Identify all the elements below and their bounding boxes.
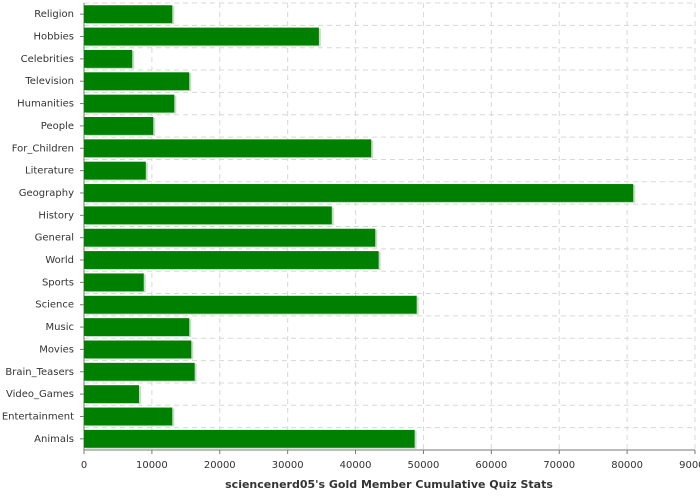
x-tick-label: 90000 — [679, 460, 700, 471]
bar — [84, 184, 634, 202]
y-tick-label: Sports — [42, 277, 74, 288]
bar — [84, 27, 319, 46]
bar — [84, 340, 192, 359]
y-tick-label: Geography — [19, 188, 74, 199]
y-tick-label: World — [45, 255, 74, 266]
bar — [84, 94, 175, 113]
y-tick-label: Hobbies — [34, 32, 74, 43]
bar — [84, 116, 154, 135]
x-tick-label: 0 — [81, 460, 87, 471]
bar — [84, 49, 133, 68]
y-tick-label: Humanities — [17, 99, 74, 110]
bar — [84, 318, 190, 337]
x-tick-label: 80000 — [611, 460, 643, 471]
y-tick-label: Literature — [25, 166, 74, 177]
bar — [84, 206, 332, 225]
bar — [84, 72, 190, 91]
x-tick-label: 30000 — [272, 460, 304, 471]
x-tick-label: 50000 — [408, 460, 440, 471]
bar — [84, 407, 173, 426]
x-axis-label: sciencenerd05's Gold Member Cumulative Q… — [225, 478, 553, 491]
y-tick-label: Celebrities — [21, 54, 74, 65]
y-tick-label: Entertainment — [2, 411, 74, 422]
bar — [84, 139, 372, 158]
bar — [84, 5, 173, 24]
bar — [84, 385, 139, 404]
x-tick-label: 10000 — [136, 460, 168, 471]
x-tick-label: 60000 — [475, 460, 507, 471]
y-tick-label: Music — [46, 322, 74, 333]
y-tick-label: Television — [24, 76, 74, 87]
y-tick-label: Religion — [34, 9, 74, 20]
bar — [84, 161, 146, 180]
bar — [84, 295, 417, 314]
bar — [84, 228, 376, 247]
bar — [84, 273, 144, 292]
y-tick-label: General — [35, 233, 74, 244]
y-tick-label: People — [41, 121, 74, 132]
x-tick-label: 40000 — [340, 460, 372, 471]
x-tick-label: 70000 — [543, 460, 575, 471]
y-tick-label: History — [38, 210, 74, 221]
y-tick-label: Movies — [39, 344, 74, 355]
x-tick-label: 20000 — [204, 460, 236, 471]
y-tick-label: Video_Games — [6, 389, 74, 400]
y-tick-label: For_Children — [12, 143, 74, 154]
y-tick-label: Brain_Teasers — [5, 367, 74, 378]
y-tick-label: Animals — [34, 434, 74, 445]
bar — [84, 429, 415, 448]
y-tick-label: Science — [35, 300, 74, 311]
bar — [84, 251, 379, 269]
bar — [84, 362, 195, 381]
